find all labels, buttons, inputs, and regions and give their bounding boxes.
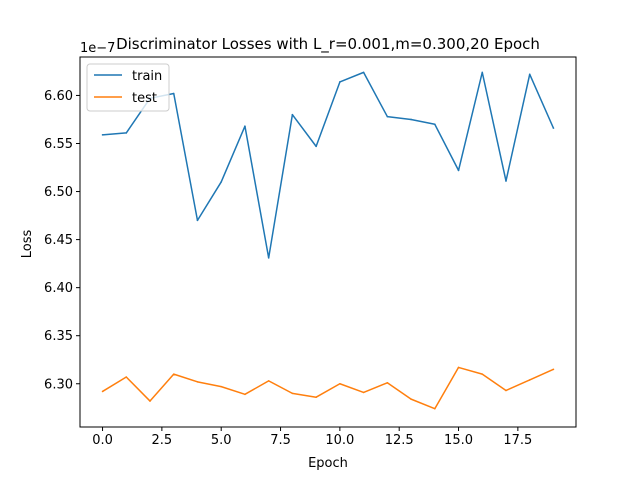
data-point-test [410,398,412,400]
series-lines [101,71,555,410]
legend-label-test: test [132,91,157,106]
y-tick-label: 6.55 [44,137,73,152]
data-point-test [125,376,128,378]
legend-label-train: train [132,69,162,84]
y-tick-label: 6.40 [44,281,73,296]
data-point-train [505,180,507,182]
data-point-test [101,390,104,393]
data-point-test [339,382,341,385]
data-point-train [528,73,531,76]
chart-title: Discriminator Losses with L_r=0.001,m=0.… [116,35,540,54]
data-point-train [481,71,484,74]
data-point-train [433,123,436,126]
data-point-train [244,125,246,127]
x-tick-label: 12.5 [385,433,414,448]
data-point-test [362,391,365,394]
x-axis-label: Epoch [308,456,348,471]
data-point-test [386,381,389,384]
data-point-test [552,368,555,371]
x-tick-label: 0.0 [92,433,113,448]
data-point-test [481,373,484,375]
data-point-train [457,169,460,172]
data-point-train [267,257,270,259]
data-point-test [505,389,507,392]
y-tick-label: 6.60 [44,89,73,104]
data-point-test [196,381,199,383]
x-tick-label: 15.0 [444,433,473,448]
y-tick-label: 6.35 [44,329,73,344]
data-point-train [552,127,555,129]
data-point-test [315,396,317,399]
series-line-test [102,366,554,410]
data-point-test [244,393,246,396]
data-point-train [386,115,389,118]
x-tick-label: 17.5 [503,433,532,448]
y-tick-label: 6.50 [44,185,73,200]
data-point-test [291,392,294,395]
data-point-train [315,145,317,148]
x-tick-label: 5.0 [211,433,232,448]
data-point-train [125,132,128,134]
data-point-train [410,118,412,121]
data-point-test [528,379,531,381]
x-tick-label: 2.5 [152,433,173,448]
legend: train test [86,63,170,112]
data-point-test [433,407,436,410]
data-point-train [101,134,104,136]
data-point-test [220,385,223,388]
y-offset-label: 1e−7 [80,41,115,56]
data-point-train [339,81,341,83]
data-point-test [149,400,151,402]
tick-layer: 0.0 2.5 5.0 7.5 10.0 12.5 15.0 17.5 6.30 6.35 6.40… [44,89,532,448]
x-tick-label: 7.5 [270,433,291,448]
x-tick-label: 10.0 [325,433,354,448]
y-tick-label: 6.45 [44,233,73,248]
data-point-train [220,181,223,183]
data-point-test [172,373,175,375]
data-point-train [362,71,365,74]
series-line-train [102,71,555,259]
data-point-train [196,219,199,222]
data-point-test [457,366,460,369]
data-point-test [267,380,270,382]
plot-frame [79,56,577,428]
data-point-train [172,92,175,95]
data-point-train [291,113,294,116]
y-tick-label: 6.30 [44,377,73,392]
y-axis-label: Loss [20,230,35,259]
